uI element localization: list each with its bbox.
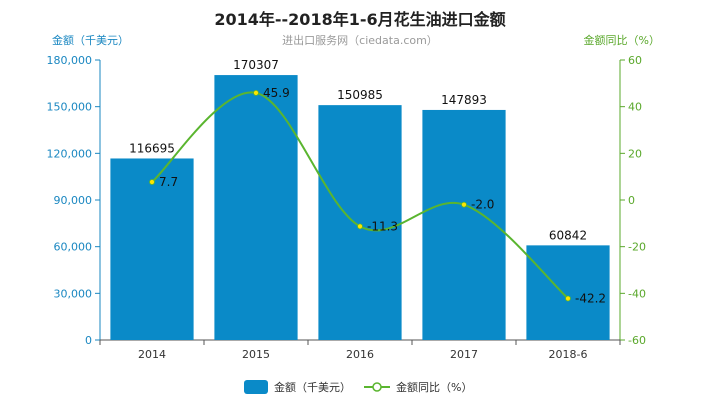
- yoy-point-2018-6: [565, 295, 571, 302]
- bar-2018-6: [526, 245, 610, 340]
- right-axis-label: 金额同比（%）: [583, 34, 660, 47]
- yoy-point-2016: [357, 223, 363, 230]
- yoy-value-label: 45.9: [263, 86, 290, 100]
- left-tick-label: 0: [85, 334, 92, 347]
- chart-title: 2014年--2018年1-6月花生油进口金额: [214, 10, 506, 29]
- x-tick-label: 2016: [346, 348, 374, 361]
- right-tick-label: 60: [628, 54, 642, 67]
- legend-line-marker: [372, 382, 382, 392]
- left-tick-label: 150,000: [47, 101, 93, 114]
- left-axis-label: 金额（千美元）: [52, 34, 129, 47]
- right-tick-label: 0: [628, 194, 635, 207]
- left-tick-label: 90,000: [54, 194, 93, 207]
- yoy-point-2017: [461, 201, 467, 208]
- left-tick-label: 60,000: [54, 241, 93, 254]
- bar-value-label: 147893: [441, 93, 487, 107]
- x-tick-label: 2014: [138, 348, 166, 361]
- yoy-value-label: -42.2: [575, 291, 606, 305]
- bar-2017: [422, 109, 506, 341]
- right-tick-label: 40: [628, 101, 642, 114]
- legend-bar-label: 金额（千美元）: [274, 380, 351, 394]
- legend-line-label: 金额同比（%）: [396, 380, 472, 394]
- yoy-value-label: -2.0: [471, 198, 494, 212]
- bar-2014: [110, 158, 194, 340]
- left-tick-label: 30,000: [54, 287, 93, 300]
- bar-value-label: 170307: [233, 58, 279, 72]
- yoy-value-label: -11.3: [367, 219, 398, 233]
- right-tick-label: -40: [628, 287, 646, 300]
- x-tick-label: 2017: [450, 348, 478, 361]
- right-tick-label: 20: [628, 147, 642, 160]
- right-tick-label: -20: [628, 241, 646, 254]
- left-tick-label: 180,000: [47, 54, 93, 67]
- bar-2016: [318, 105, 402, 340]
- yoy-point-2015: [253, 90, 259, 96]
- yoy-point-2014: [149, 179, 155, 185]
- bar-value-label: 150985: [337, 88, 383, 102]
- x-tick-label: 2015: [242, 348, 270, 361]
- chart-subtitle: 进出口服务网（ciedata.com）: [282, 34, 438, 47]
- x-tick-label: 2018-6: [549, 348, 588, 361]
- left-tick-label: 120,000: [47, 147, 93, 160]
- bar-2015: [214, 75, 298, 340]
- bar-value-label: 116695: [129, 141, 175, 155]
- legend-bar-swatch: [244, 380, 268, 394]
- bar-value-label: 60842: [549, 228, 587, 242]
- right-tick-label: -60: [628, 334, 646, 347]
- yoy-value-label: 7.7: [159, 175, 178, 189]
